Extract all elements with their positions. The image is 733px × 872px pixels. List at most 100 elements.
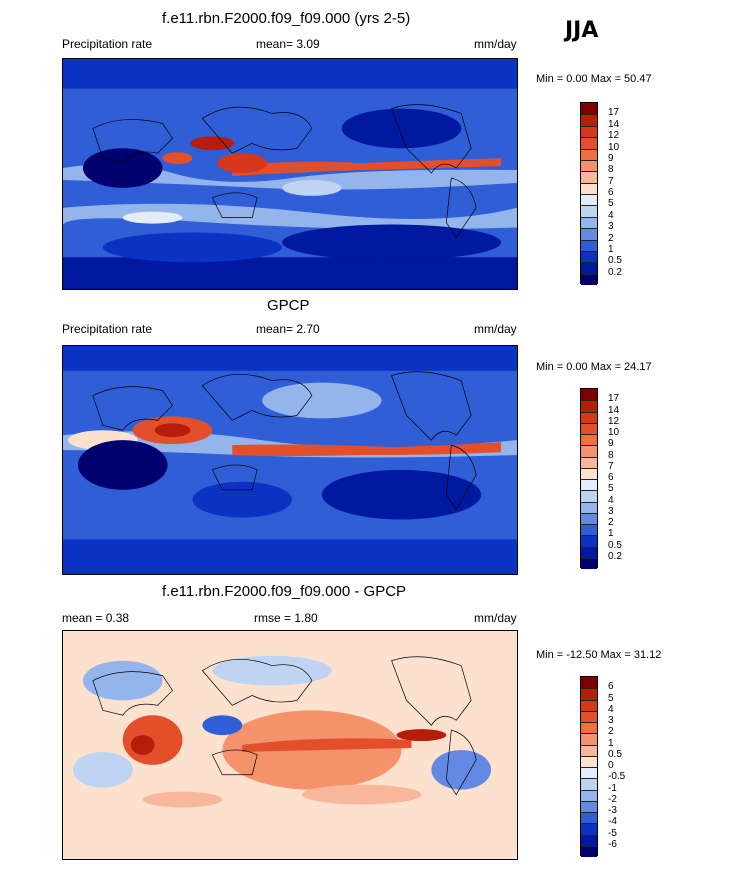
colorbar-tick-label: 17	[608, 393, 620, 405]
colorbar-tick-label: -3	[608, 805, 617, 816]
colorbar-swatch	[581, 216, 597, 229]
panel3-map	[62, 630, 518, 860]
colorbar-swatch	[581, 501, 597, 513]
colorbar-tick-label: 14	[608, 118, 620, 130]
panel1-minmax: Min = 0.00 Max = 50.47	[536, 73, 652, 85]
colorbar-tick-label: 4	[608, 703, 614, 715]
colorbar-tick-label: -6	[608, 838, 617, 850]
colorbar-swatch	[581, 479, 597, 491]
panel2-map	[62, 345, 518, 575]
colorbar-tick-label: 2	[608, 517, 614, 528]
colorbar-swatch	[581, 800, 597, 812]
colorbar-swatch	[581, 699, 597, 711]
colorbar-tick-label: 17	[608, 107, 620, 119]
colorbar-tick-label: -1	[608, 782, 617, 794]
colorbar-swatch	[581, 557, 597, 569]
colorbar-swatch	[581, 512, 597, 524]
colorbar-swatch	[581, 137, 597, 149]
colorbar-swatch	[581, 823, 597, 835]
colorbar-tick-label: 5	[608, 483, 614, 495]
colorbar-tick-label: 3	[608, 715, 614, 726]
colorbar-swatch	[581, 400, 597, 412]
colorbar-swatch	[581, 710, 597, 722]
colorbar-swatch	[581, 778, 597, 790]
colorbar-tick-label: 8	[608, 449, 614, 461]
colorbar-swatch	[581, 273, 597, 285]
colorbar-swatch	[581, 159, 597, 172]
colorbar-swatch	[581, 535, 597, 547]
colorbar-swatch	[581, 834, 597, 846]
panel1-mean-label: mean= 3.09	[256, 37, 320, 51]
panel3-mean-label: mean = 0.38	[62, 611, 130, 625]
season-label: JJA	[565, 18, 599, 43]
colorbar-tick-label: -5	[608, 827, 617, 839]
colorbar-tick-label: 4	[608, 494, 614, 506]
panel1-units-label: mm/day	[474, 37, 517, 51]
panel2-title: GPCP	[267, 297, 310, 314]
colorbar-swatch	[581, 490, 597, 502]
colorbar-swatch	[581, 434, 597, 446]
colorbar-tick-label: 0.2	[608, 266, 622, 278]
panel2-colorbar	[580, 388, 598, 569]
colorbar-tick-label: 12	[608, 415, 620, 427]
colorbar-tick-label: 2	[608, 726, 614, 738]
colorbar-tick-label: -4	[608, 816, 617, 828]
panel2-mean-label: mean= 2.70	[256, 322, 320, 336]
colorbar-tick-label: 1	[608, 528, 614, 540]
colorbar-tick-label: 14	[608, 404, 620, 416]
colorbar-tick-label: 6	[608, 472, 614, 483]
colorbar-swatch	[581, 445, 597, 457]
colorbar-swatch	[581, 744, 597, 756]
colorbar-swatch	[581, 148, 597, 160]
colorbar-tick-label: 4	[608, 209, 614, 221]
panel3-rmse-label: rmse = 1.80	[254, 611, 318, 625]
colorbar-tick-label: 6	[608, 681, 614, 693]
colorbar-swatch	[581, 389, 597, 401]
colorbar-swatch	[581, 239, 597, 251]
panel1-variable-label: Precipitation rate	[62, 37, 153, 51]
colorbar-swatch	[581, 524, 597, 536]
colorbar-tick-label: 1	[608, 737, 614, 749]
colorbar-swatch	[581, 677, 597, 689]
panel3-units-label: mm/day	[474, 611, 517, 625]
colorbar-swatch	[581, 411, 597, 423]
colorbar-swatch	[581, 456, 597, 468]
colorbar-swatch	[581, 194, 597, 206]
panel2-minmax: Min = 0.00 Max = 24.17	[536, 361, 652, 373]
colorbar-tick-label: 2	[608, 232, 614, 244]
panel3-title: f.e11.rbn.F2000.f09_f09.000 - GPCP	[162, 583, 407, 600]
colorbar-swatch	[581, 789, 597, 801]
colorbar-tick-label: 8	[608, 164, 614, 176]
panel1-colorbar	[580, 102, 598, 285]
colorbar-swatch	[581, 467, 597, 479]
colorbar-swatch	[581, 262, 597, 274]
panel1-map	[62, 58, 518, 290]
colorbar-swatch	[581, 812, 597, 824]
colorbar-swatch	[581, 546, 597, 558]
colorbar-swatch	[581, 171, 597, 183]
colorbar-tick-label: 0	[608, 760, 614, 771]
colorbar-tick-label: -2	[608, 793, 617, 805]
colorbar-swatch	[581, 125, 597, 138]
colorbar-tick-label: 5	[608, 198, 614, 210]
colorbar-tick-label: 10	[608, 141, 620, 153]
colorbar-tick-label: 0.2	[608, 550, 622, 562]
colorbar-swatch	[581, 755, 597, 767]
colorbar-tick-label: 0.5	[608, 748, 622, 760]
colorbar-swatch	[581, 182, 597, 194]
colorbar-swatch	[581, 422, 597, 434]
colorbar-swatch	[581, 205, 597, 217]
colorbar-tick-label: 5	[608, 692, 614, 704]
colorbar-tick-label: 9	[608, 438, 614, 450]
colorbar-tick-label: 7	[608, 460, 614, 472]
colorbar-swatch	[581, 114, 597, 126]
colorbar-tick-label: 12	[608, 130, 620, 142]
colorbar-tick-label: 7	[608, 175, 614, 187]
colorbar-swatch	[581, 228, 597, 240]
colorbar-tick-label: 0.5	[608, 539, 622, 551]
colorbar-tick-label: 1	[608, 243, 614, 255]
colorbar-tick-label: -0.5	[608, 771, 626, 783]
colorbar-swatch	[581, 845, 597, 857]
colorbar-swatch	[581, 733, 597, 745]
colorbar-swatch	[581, 688, 597, 700]
